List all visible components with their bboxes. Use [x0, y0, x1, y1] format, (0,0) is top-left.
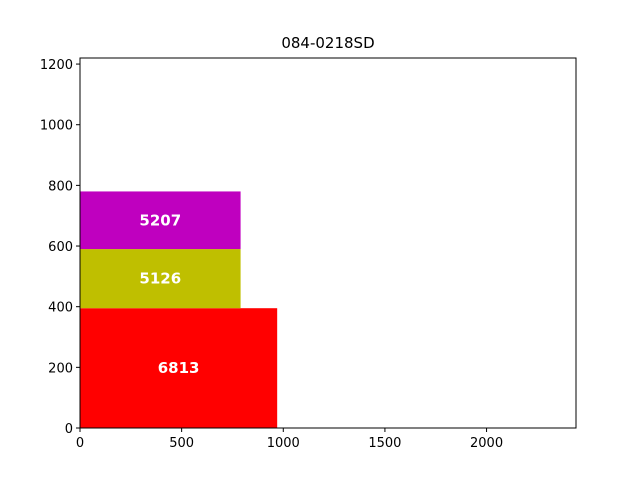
y-tick-label: 200	[48, 361, 73, 376]
chart-title: 084-0218SD	[281, 34, 374, 52]
bar-5126	[80, 249, 241, 309]
x-axis: 0 500 1000 1500 2000	[76, 428, 503, 451]
bar-label-5126: 5126	[139, 270, 181, 288]
y-tick-label: 800	[48, 179, 73, 194]
x-tick-label: 1000	[267, 436, 300, 451]
y-tick-label: 400	[48, 301, 73, 316]
x-tick-label: 2000	[470, 436, 503, 451]
bar-5207	[80, 191, 241, 250]
bar-6813	[80, 308, 278, 428]
rects-layer: 6813 5126 5207	[80, 191, 278, 428]
y-tick-label: 1000	[40, 119, 73, 134]
y-tick-label: 1200	[40, 58, 73, 73]
bar-label-5207: 5207	[139, 211, 181, 229]
x-tick-label: 0	[76, 436, 84, 451]
y-axis: 0 200 400 600 800 1000 1200	[40, 58, 80, 437]
plot-frame	[79, 57, 577, 429]
y-tick-label: 600	[48, 240, 73, 255]
y-tick-label: 0	[65, 422, 73, 437]
x-tick-label: 500	[169, 436, 194, 451]
x-tick-label: 1500	[368, 436, 401, 451]
bar-label-6813: 6813	[158, 359, 200, 377]
